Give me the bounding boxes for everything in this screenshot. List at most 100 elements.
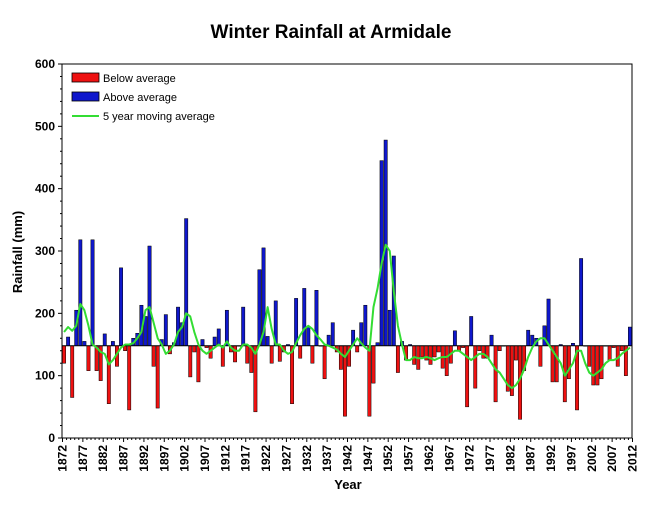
bar-above-average <box>306 326 311 346</box>
y-tick-label: 0 <box>48 431 55 445</box>
bar-below-average <box>538 345 543 367</box>
bar-above-average <box>542 325 547 346</box>
bar-above-average <box>200 339 205 346</box>
bar-below-average <box>473 345 478 389</box>
x-tick-label: 1907 <box>198 445 212 472</box>
bar-above-average <box>302 288 307 346</box>
bar-above-average <box>216 328 221 346</box>
bar-above-average <box>489 334 494 346</box>
bar-above-average <box>265 336 270 346</box>
x-tick-label: 1947 <box>361 445 375 472</box>
bar-above-average <box>176 306 180 346</box>
bar-below-average <box>127 345 132 411</box>
bar-above-average <box>82 341 87 346</box>
bar-above-average <box>330 322 335 346</box>
x-tick-label: 1927 <box>279 445 293 472</box>
bar-below-average <box>253 345 258 413</box>
x-axis-label: Year <box>334 477 361 492</box>
bar-below-average <box>444 345 449 376</box>
bar-above-average <box>147 245 152 346</box>
bar-below-average <box>420 345 425 358</box>
bar-below-average <box>395 345 400 373</box>
bar-below-average <box>269 345 274 364</box>
y-axis-ticks: 0 100 200 300 400 500 600 <box>35 57 62 445</box>
x-tick-label: 1967 <box>442 445 456 472</box>
bar-below-average <box>298 345 303 359</box>
bar-series <box>62 139 632 420</box>
bar-below-average <box>436 345 441 353</box>
moving-average-line <box>63 243 631 390</box>
bar-below-average <box>587 345 592 367</box>
bar-above-average <box>579 258 584 346</box>
chart-title: Winter Rainfall at Armidale <box>211 22 452 43</box>
bar-below-average <box>595 345 600 386</box>
bar-below-average <box>233 345 237 363</box>
bar-below-average <box>432 345 437 358</box>
bar-above-average <box>379 160 384 346</box>
bar-below-average <box>412 345 417 365</box>
y-tick-label: 100 <box>35 369 55 383</box>
bar-above-average <box>78 239 83 346</box>
bar-above-average <box>383 139 388 346</box>
x-tick-label: 1962 <box>422 445 436 472</box>
y-tick-label: 300 <box>35 244 55 258</box>
x-tick-label: 1872 <box>56 445 70 472</box>
x-tick-label: 1912 <box>218 445 232 472</box>
legend-label-above: Above average <box>103 92 177 104</box>
x-tick-label: 1937 <box>320 445 334 472</box>
x-tick-label: 1942 <box>341 445 355 472</box>
bar-above-average <box>628 326 632 346</box>
bar-below-average <box>355 345 360 353</box>
bar-above-average <box>469 316 474 346</box>
bar-below-average <box>196 345 201 383</box>
x-tick-label: 1972 <box>463 445 477 472</box>
bar-above-average <box>102 333 107 346</box>
x-tick-label: 1932 <box>300 445 314 472</box>
y-tick-label: 400 <box>35 182 55 196</box>
bar-below-average <box>322 345 327 380</box>
bar-above-average <box>387 309 392 346</box>
bar-above-average <box>452 330 457 346</box>
bar-above-average <box>163 314 168 346</box>
x-tick-label: 1892 <box>137 445 151 472</box>
x-tick-label: 1982 <box>503 445 517 472</box>
x-tick-label: 1917 <box>239 445 253 472</box>
legend: Below average Above average 5 year movin… <box>71 72 215 123</box>
bar-above-average <box>66 336 71 346</box>
x-axis-ticks: 1872 1877 1882 1887 1892 1897 1902 1907 1912 1917… <box>56 438 640 472</box>
x-tick-label: 1997 <box>564 445 578 472</box>
bar-above-average <box>526 329 531 346</box>
bar-below-average <box>607 345 612 361</box>
legend-swatch-below <box>71 72 100 83</box>
bar-above-average <box>257 269 262 346</box>
bar-above-average <box>90 239 95 346</box>
bar-below-average <box>188 345 193 378</box>
bar-below-average <box>566 345 571 380</box>
y-axis-label: Rainfall (mm) <box>10 211 25 293</box>
bar-below-average <box>220 345 225 367</box>
x-tick-label: 1922 <box>259 445 273 472</box>
bar-below-average <box>554 345 559 383</box>
x-tick-label: 1987 <box>524 445 538 472</box>
bar-below-average <box>371 345 376 384</box>
x-tick-label: 1977 <box>483 445 497 472</box>
bar-below-average <box>310 345 315 364</box>
x-tick-label: 1902 <box>178 445 192 472</box>
y-tick-label: 500 <box>35 119 55 133</box>
x-tick-label: 1957 <box>402 445 416 472</box>
x-tick-label: 1952 <box>381 445 395 472</box>
x-tick-label: 1882 <box>96 445 110 472</box>
bar-above-average <box>212 336 217 346</box>
bar-below-average <box>599 345 604 380</box>
bar-above-average <box>546 298 551 346</box>
bar-below-average <box>290 345 294 404</box>
bar-above-average <box>326 334 331 346</box>
bar-below-average <box>493 345 498 403</box>
legend-label-below: Below average <box>103 73 176 85</box>
bar-below-average <box>192 345 197 353</box>
bar-below-average <box>619 345 624 351</box>
bar-above-average <box>119 267 123 346</box>
bar-below-average <box>62 345 66 364</box>
bar-below-average <box>497 345 502 351</box>
bar-below-average <box>428 345 433 365</box>
